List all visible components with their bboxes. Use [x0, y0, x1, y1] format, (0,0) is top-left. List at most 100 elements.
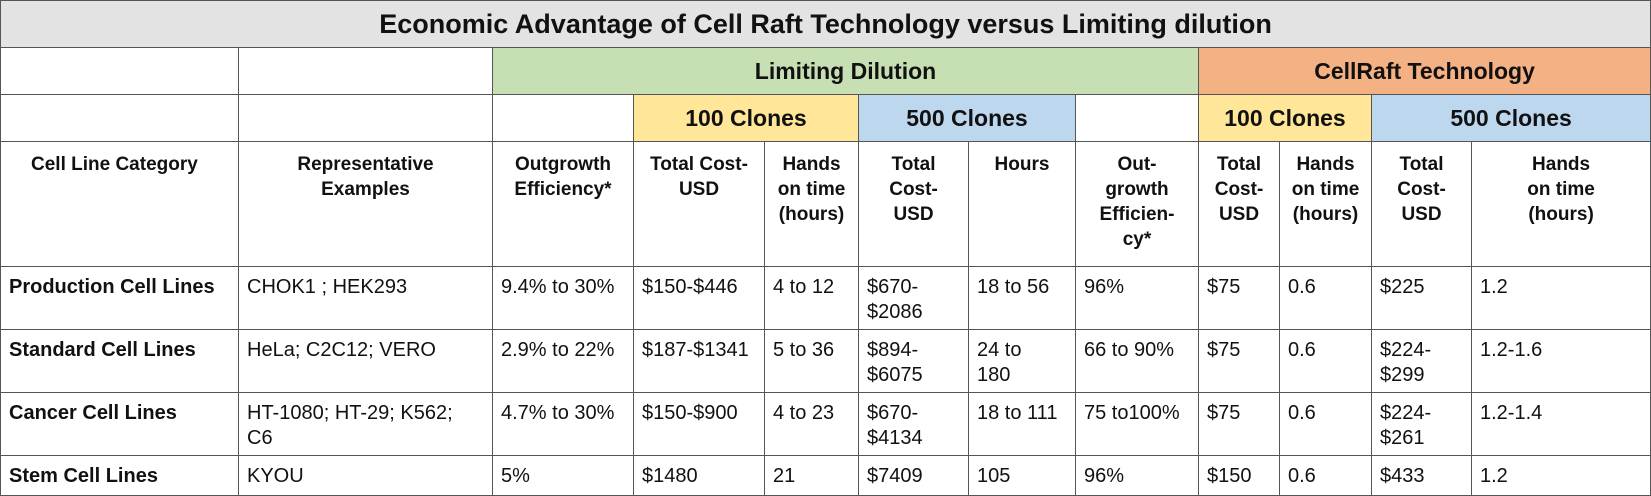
cell-line: Cost- [1397, 179, 1446, 200]
table-cell: 4 to 23 [764, 392, 859, 456]
cell-line: 21 [773, 465, 796, 487]
table-cell: 24 to 180 [968, 329, 1076, 393]
column-header-cr-100-cost: Total Cost- USD [1198, 141, 1280, 267]
limiting-dilution-group-header: Limiting Dilution [492, 47, 1199, 95]
column-header-ld-500-cost: Total Cost- USD [858, 141, 969, 267]
column-header-cr-100-hands: Hands on time (hours) [1279, 141, 1372, 267]
cell-line: $75 [1207, 402, 1241, 424]
table-cell: $894- $6075 [858, 329, 969, 393]
cell-line: HT-1080; HT-29; K562; [247, 402, 453, 424]
cell-line: 18 to 111 [977, 402, 1058, 424]
column-header-ld-100-hands: Hands on time (hours) [764, 141, 859, 267]
cell-line: on time [1291, 179, 1360, 200]
table-row: Cancer Cell Lines HT-1080; HT-29; K562; C6… [0, 392, 1651, 456]
table-cell: 5% [492, 455, 634, 496]
cell-line: USD [1401, 204, 1442, 225]
cell-line: 96% [1084, 465, 1125, 487]
cell-line: 4 to 23 [773, 402, 835, 424]
table-row: Production Cell Lines CHOK1 ; HEK293 9.4% … [0, 266, 1651, 330]
table-cell: $75 [1198, 329, 1280, 393]
row-category: Stem Cell Lines [0, 455, 239, 496]
table-cell: 21 [764, 455, 859, 496]
table-cell: $433 [1371, 455, 1472, 496]
table-cell: 0.6 [1279, 266, 1372, 330]
cell-line: Outgrowth [514, 154, 612, 175]
cell-line: growth [1105, 179, 1169, 200]
row-category: Cancer Cell Lines [0, 392, 239, 456]
table-cell: 18 to 56 [968, 266, 1076, 330]
table-cell: HeLa; C2C12; VERO [238, 329, 493, 393]
cell-line: 0.6 [1288, 465, 1316, 487]
table-cell: HT-1080; HT-29; K562; C6 [238, 392, 493, 456]
cell-line: (hours) [1292, 204, 1359, 225]
table-cell: 4 to 12 [764, 266, 859, 330]
table-cell: 105 [968, 455, 1076, 496]
blank-cell [492, 94, 634, 142]
cell-line: 18 to 56 [977, 276, 1050, 298]
row-category: Production Cell Lines [0, 266, 239, 330]
row-category: Standard Cell Lines [0, 329, 239, 393]
cell-line: 180 [977, 364, 1011, 386]
cell-line: 0.6 [1288, 276, 1316, 298]
table-cell: 75 to100% [1075, 392, 1199, 456]
table-cell: $224- $261 [1371, 392, 1472, 456]
table-cell: 1.2 [1470, 266, 1651, 330]
table-cell: 4.7% to 30% [492, 392, 634, 456]
blank-cell [238, 94, 493, 142]
cell-line: 4 to 12 [773, 276, 835, 298]
cell-line: $6075 [867, 364, 923, 386]
table-cell: $150-$446 [633, 266, 765, 330]
cell-line: 0.6 [1288, 339, 1316, 361]
cell-line: $670- [867, 402, 919, 424]
cell-line: 4.7% to 30% [501, 402, 615, 424]
table-cell: $670- $4134 [858, 392, 969, 456]
cr-500-clones-header: 500 Clones [1370, 94, 1651, 142]
cell-line: $7409 [867, 465, 923, 487]
column-header-ex: Representative Examples [238, 141, 493, 267]
table-title: Economic Advantage of Cell Raft Technolo… [0, 0, 1651, 48]
cell-line: 96% [1084, 276, 1125, 298]
cr-100-clones-header: 100 Clones [1198, 94, 1372, 142]
cell-line: Total [1217, 154, 1261, 175]
cell-line: (hours) [1528, 204, 1594, 225]
cell-line: Total [1399, 154, 1444, 175]
table-cell: $150-$900 [633, 392, 765, 456]
cell-line: KYOU [247, 465, 304, 487]
cell-line: 1.2 [1480, 276, 1508, 298]
cell-line: $75 [1207, 339, 1241, 361]
cell-line: 105 [977, 465, 1011, 487]
cell-line: $670- [867, 276, 919, 298]
cell-line: USD [893, 204, 934, 225]
cell-line: Hands [782, 154, 841, 175]
cell-line: $224- [1380, 339, 1432, 361]
table-cell: 1.2 [1470, 455, 1651, 496]
table-cell: 9.4% to 30% [492, 266, 634, 330]
cell-line: $4134 [867, 427, 923, 449]
cell-line: Total Cost- [650, 154, 748, 175]
table-row: Standard Cell Lines HeLa; C2C12; VERO 2.9%… [0, 329, 1651, 393]
table-body: Production Cell Lines CHOK1 ; HEK293 9.4% … [0, 266, 1651, 496]
table-cell: $75 [1198, 266, 1280, 330]
table-cell: CHOK1 ; HEK293 [238, 266, 493, 330]
table-cell: $670- $2086 [858, 266, 969, 330]
cell-line: $224- [1380, 402, 1432, 424]
column-header-cat: Cell Line Category [0, 141, 239, 267]
cell-line: Efficien- [1099, 204, 1175, 225]
column-header-cr-eff: Out-growth Efficien-cy* [1075, 141, 1199, 267]
cell-line: 1.2 [1480, 465, 1508, 487]
cell-line: 24 to [977, 339, 1022, 361]
cell-line: on time [1527, 179, 1595, 200]
cell-line: C6 [247, 427, 273, 449]
table-cell: $150 [1198, 455, 1280, 496]
blank-cell [0, 94, 239, 142]
cell-line: Cost- [1214, 179, 1264, 200]
table-cell: 1.2-1.6 [1470, 329, 1651, 393]
blank-cell [1075, 94, 1199, 142]
cell-line: $433 [1380, 465, 1425, 487]
table-cell: $225 [1371, 266, 1472, 330]
cell-line: $299 [1380, 364, 1425, 386]
cell-line: $1480 [642, 465, 698, 487]
table-cell: KYOU [238, 455, 493, 496]
cell-line: cy* [1122, 229, 1152, 250]
cell-line: 2.9% to 22% [501, 339, 615, 361]
